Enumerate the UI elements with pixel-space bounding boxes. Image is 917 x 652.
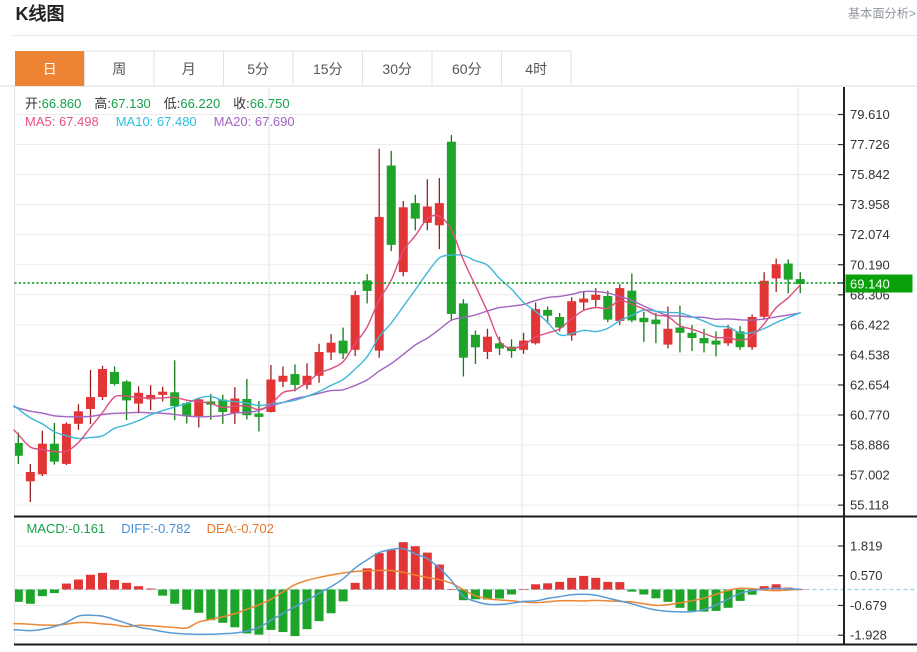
svg-text:70.190: 70.190 xyxy=(850,257,890,272)
svg-text:69.140: 69.140 xyxy=(850,277,890,292)
svg-text:基本面分析>: 基本面分析> xyxy=(848,7,916,21)
svg-text:-1.928: -1.928 xyxy=(850,628,887,643)
svg-text:55.118: 55.118 xyxy=(850,498,889,513)
svg-text:日: 日 xyxy=(43,61,57,77)
svg-text:57.002: 57.002 xyxy=(850,468,890,483)
svg-text:4时: 4时 xyxy=(525,61,547,77)
svg-text:58.886: 58.886 xyxy=(850,438,890,453)
svg-text:-0.679: -0.679 xyxy=(850,598,887,613)
svg-text:0.570: 0.570 xyxy=(850,568,883,583)
svg-text:73.958: 73.958 xyxy=(850,197,890,212)
svg-text:72.074: 72.074 xyxy=(850,227,890,242)
svg-text:月: 月 xyxy=(182,61,196,77)
svg-text:77.726: 77.726 xyxy=(850,137,890,152)
svg-text:周: 周 xyxy=(112,61,126,77)
svg-text:30分: 30分 xyxy=(382,61,412,77)
svg-text:60分: 60分 xyxy=(452,61,482,77)
svg-text:5分: 5分 xyxy=(247,61,269,77)
svg-text:15分: 15分 xyxy=(313,61,343,77)
svg-text:1.819: 1.819 xyxy=(850,539,883,554)
svg-text:60.770: 60.770 xyxy=(850,408,890,423)
svg-text:66.422: 66.422 xyxy=(850,317,890,332)
svg-text:75.842: 75.842 xyxy=(850,167,890,182)
svg-text:62.654: 62.654 xyxy=(850,377,890,392)
svg-text:64.538: 64.538 xyxy=(850,347,890,362)
svg-text:K线图: K线图 xyxy=(16,3,65,24)
svg-text:79.610: 79.610 xyxy=(850,107,890,122)
